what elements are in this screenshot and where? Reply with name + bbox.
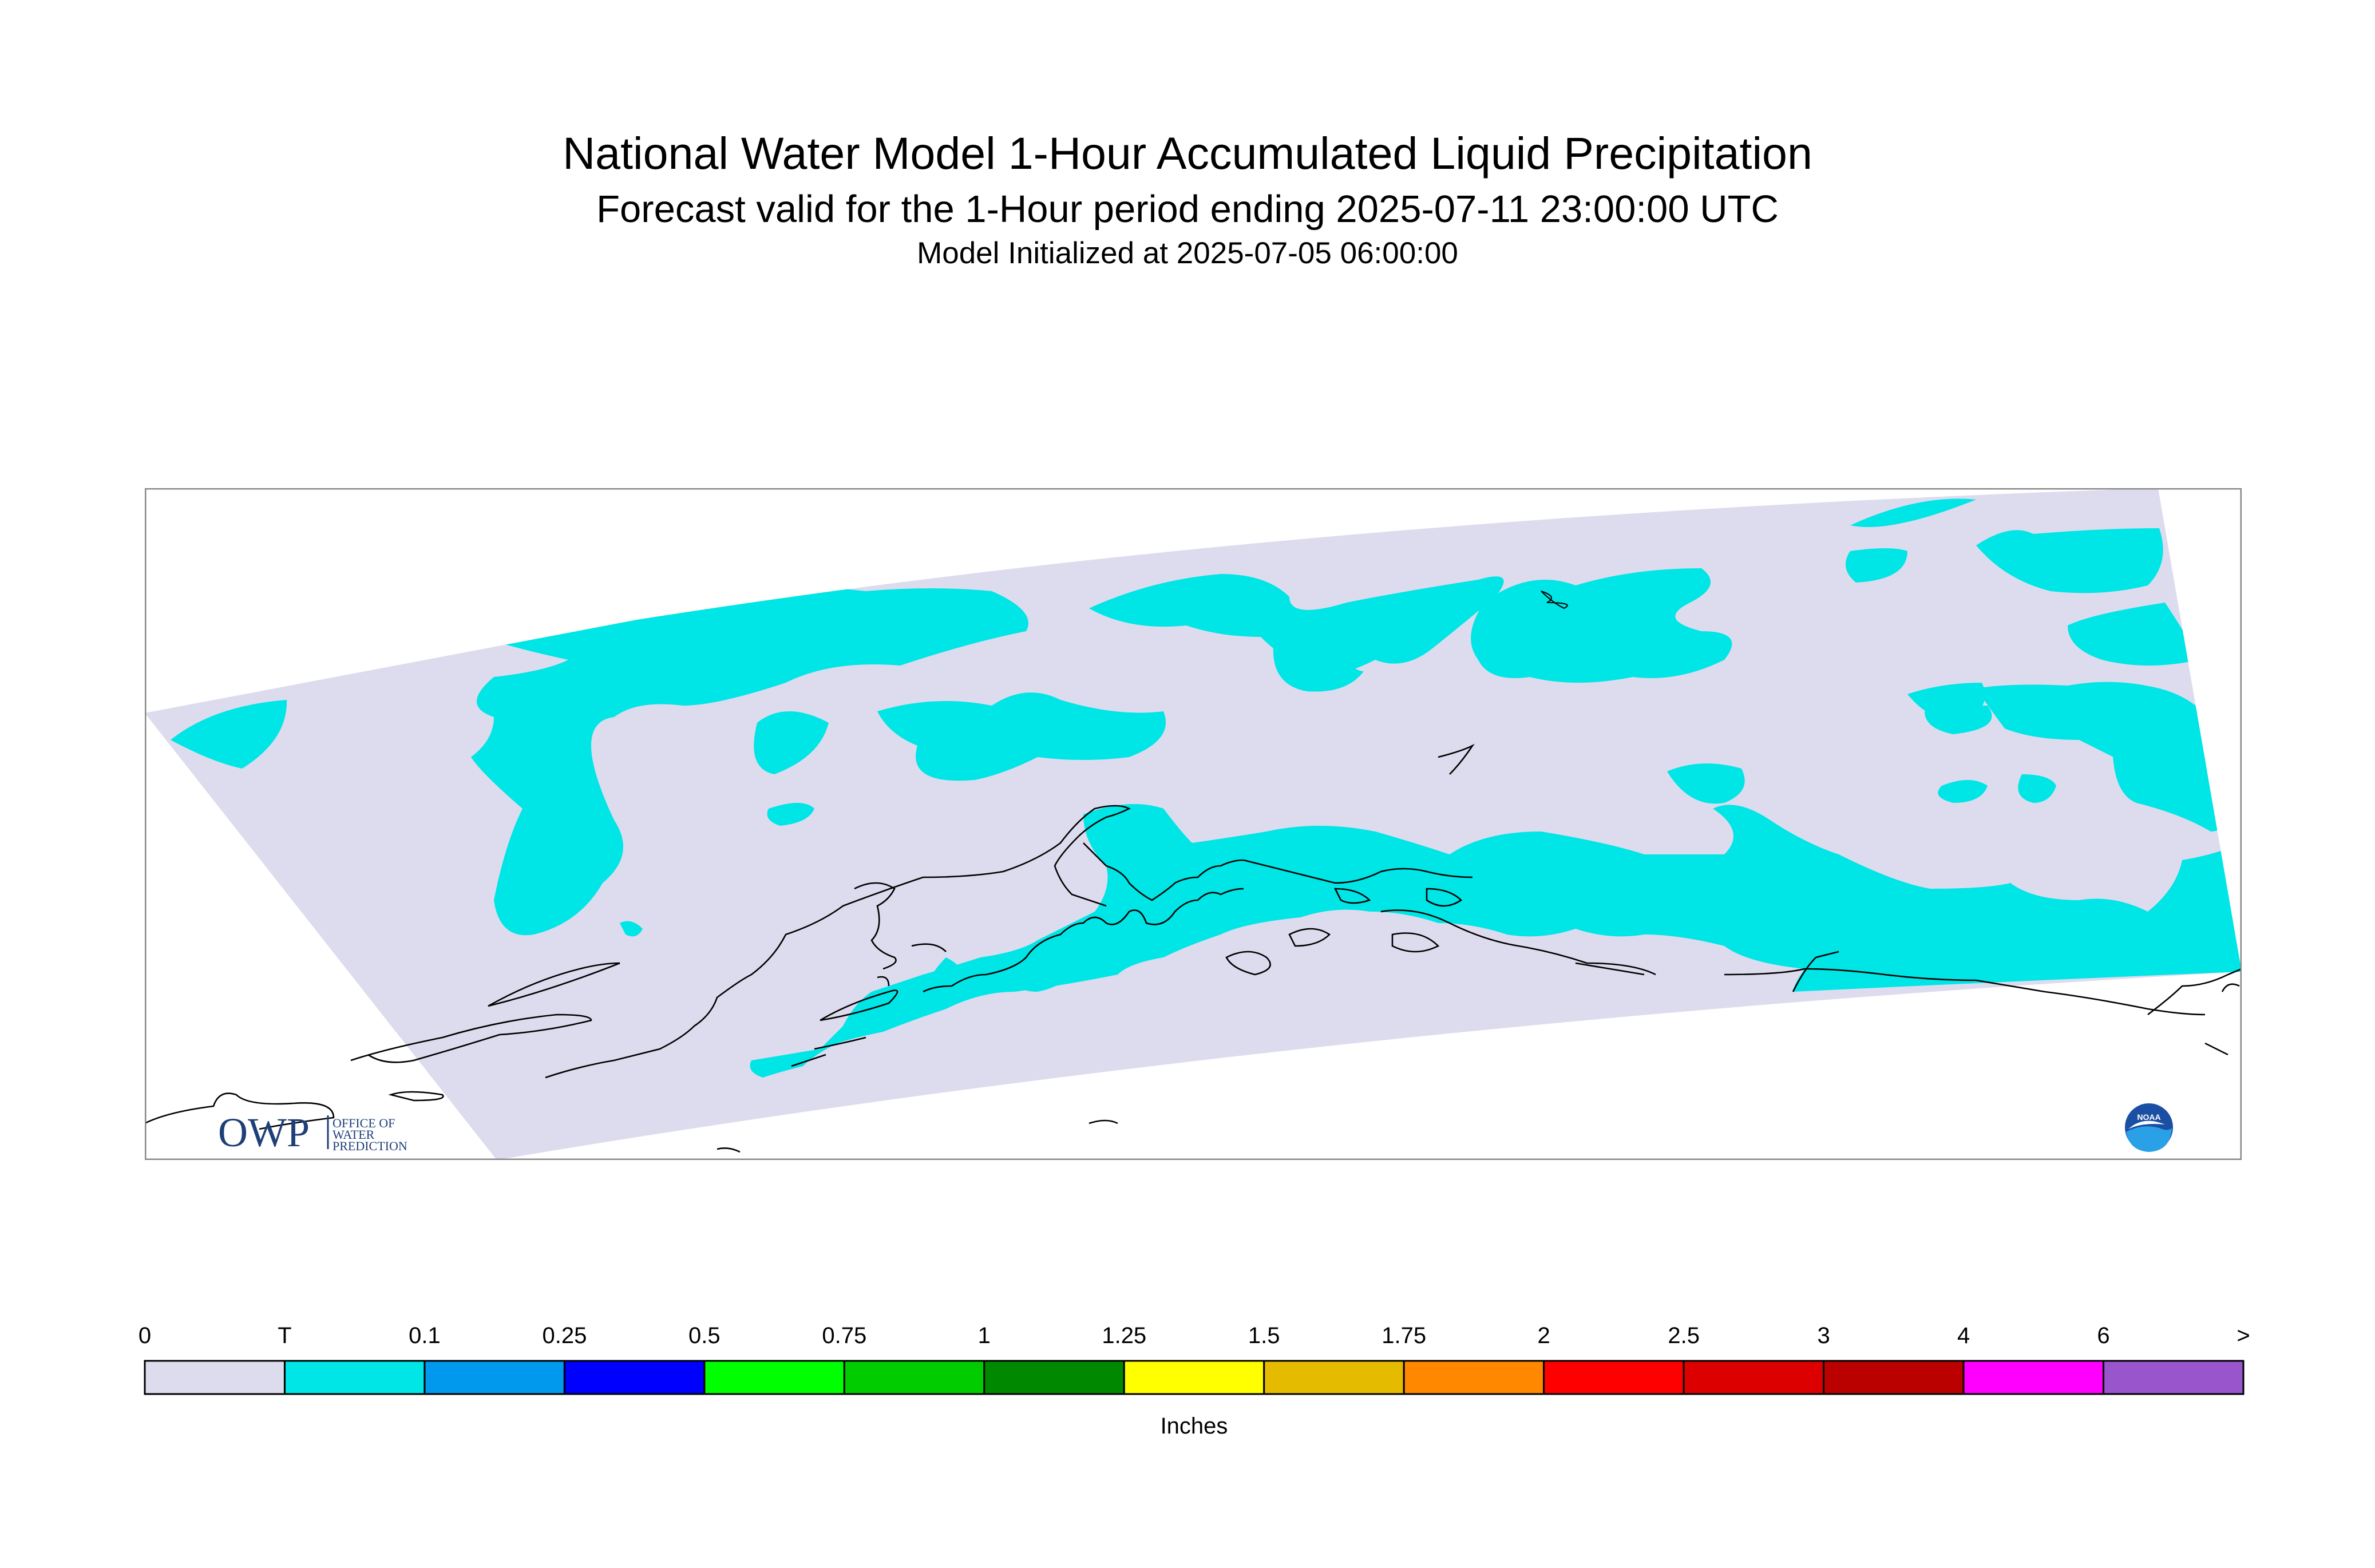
legend-swatch	[703, 1360, 845, 1395]
legend-swatch	[983, 1360, 1125, 1395]
owp-logo-line-2: WATER	[332, 1127, 375, 1142]
owp-logo-line-3: PREDICTION	[332, 1139, 407, 1153]
legend-swatch	[563, 1360, 706, 1395]
legend-tick-label: 0.1	[409, 1323, 441, 1348]
trace-precipitation-areas	[171, 498, 2242, 1078]
legend-tick-label: T	[278, 1323, 291, 1348]
legend-tick-label: 1.75	[1382, 1323, 1426, 1348]
legend-tick-label: 4	[1957, 1323, 1970, 1348]
legend-tick-label: >	[2237, 1323, 2250, 1348]
owp-logo: OWP OFFICE OF WATER PREDICTION	[218, 1110, 407, 1155]
legend-swatch	[144, 1360, 286, 1395]
legend-tick-label: 0.25	[542, 1323, 587, 1348]
map-title: National Water Model 1-Hour Accumulated …	[563, 128, 1812, 179]
legend-tick-label: 0.75	[822, 1323, 866, 1348]
owp-logo-line-1: OFFICE OF	[332, 1116, 395, 1130]
legend-swatch	[423, 1360, 565, 1395]
legend-swatch	[1543, 1360, 1685, 1395]
noaa-logo-text: NOAA	[2137, 1112, 2160, 1122]
legend-tick-label: 1.25	[1102, 1323, 1146, 1348]
legend-tick-label: 2	[1538, 1323, 1550, 1348]
owp-logo-mark: OWP	[218, 1110, 310, 1155]
noaa-logo: NOAA	[2125, 1103, 2173, 1152]
coastlines	[145, 591, 2242, 1153]
map-subtitle: Forecast valid for the 1-Hour period end…	[596, 188, 1779, 231]
legend-swatch	[1263, 1360, 1405, 1395]
legend-tick-label: 1.5	[1248, 1323, 1280, 1348]
legend-swatch	[1823, 1360, 1965, 1395]
legend-unit-label: Inches	[1161, 1413, 1228, 1439]
legend-swatch	[1123, 1360, 1265, 1395]
legend-swatch	[1962, 1360, 2105, 1395]
legend-swatch	[2103, 1360, 2245, 1395]
legend-tick-label: 6	[2097, 1323, 2109, 1348]
legend-tick-label: 0	[138, 1323, 151, 1348]
precipitation-map: OWP OFFICE OF WATER PREDICTION NOAA	[145, 488, 2242, 1160]
legend-tick-label: 3	[1817, 1323, 1830, 1348]
legend-tick-label: 2.5	[1668, 1323, 1700, 1348]
legend-tick-label: 0.5	[688, 1323, 721, 1348]
map-frame	[145, 488, 2242, 1160]
model-init-line: Model Initialized at 2025-07-05 06:00:00	[917, 236, 1458, 270]
legend-swatch	[1683, 1360, 1825, 1395]
legend-tick-label: 1	[978, 1323, 991, 1348]
legend-swatch	[1403, 1360, 1545, 1395]
legend-swatch	[283, 1360, 426, 1395]
legend-swatch	[843, 1360, 985, 1395]
